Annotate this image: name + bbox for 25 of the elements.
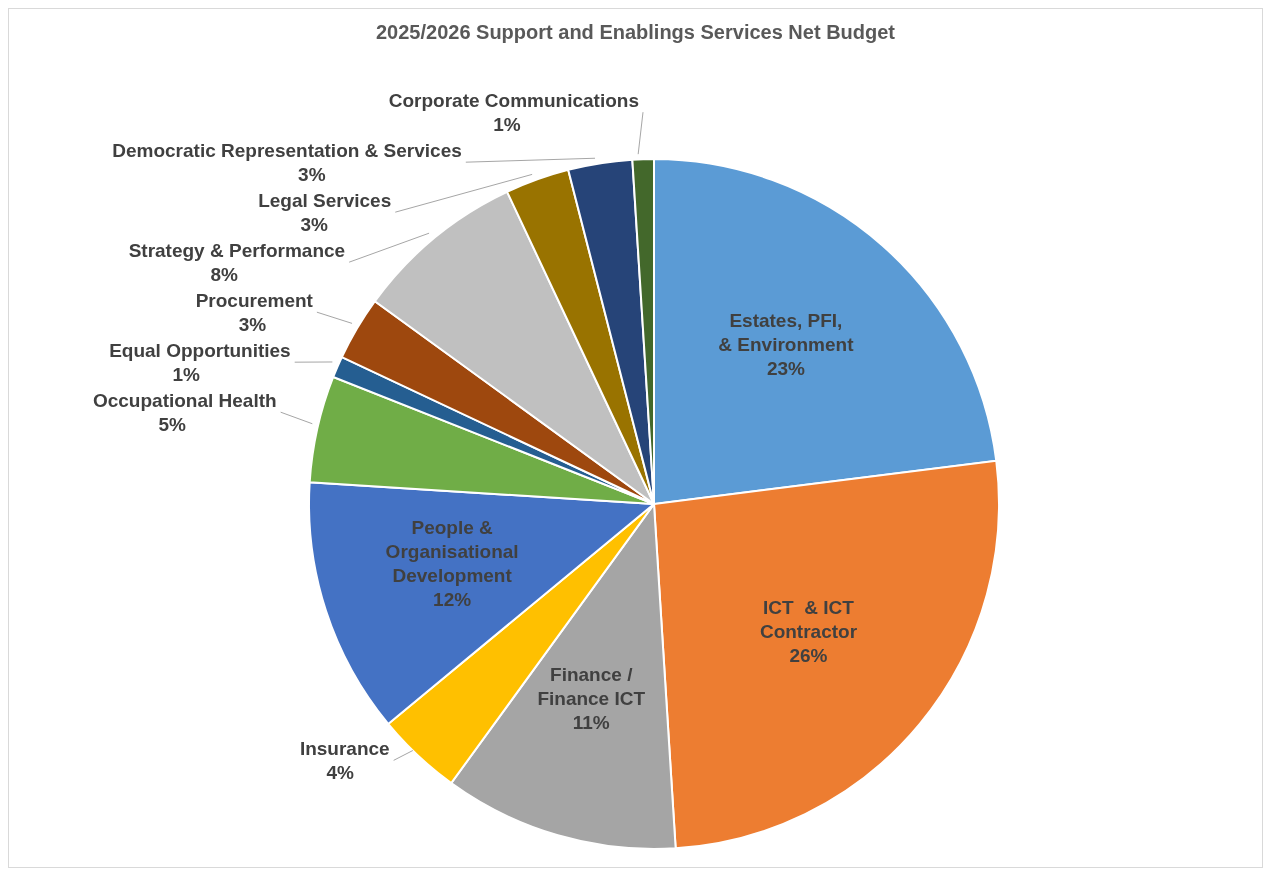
data-label: 12% <box>433 588 472 610</box>
data-label: 3% <box>298 164 326 186</box>
slice-label: Equal Opportunities <box>109 340 291 362</box>
slice-label: ICT & ICT Contractor <box>759 596 858 642</box>
slice-label: Insurance <box>299 738 390 760</box>
data-label: 1% <box>493 114 521 136</box>
data-label: 1% <box>172 364 201 386</box>
slice-label: Corporate Communications <box>388 90 639 112</box>
data-label: 23% <box>766 357 806 379</box>
chart-title: 2025/2026 Support and Enablings Services Net Budget <box>374 20 897 44</box>
slice-label: Strategy & Performance <box>128 240 346 262</box>
data-label: 3% <box>300 214 329 236</box>
slice-label: Occupational Health <box>92 390 277 412</box>
slice-label: Estates, PFI, & Environment <box>718 309 855 355</box>
data-label: 4% <box>326 762 354 784</box>
slice-label: Procurement <box>195 290 314 312</box>
slice-label: Finance / Finance ICT <box>537 663 646 709</box>
data-label: 8% <box>210 264 238 286</box>
slice-label: Legal Services <box>258 190 392 212</box>
data-label: 3% <box>238 314 267 336</box>
slice-label: People & Organisational Development <box>385 516 519 586</box>
data-label: 26% <box>789 644 828 666</box>
data-label: 11% <box>572 711 610 733</box>
data-label: 5% <box>158 414 186 436</box>
slice-label: Democratic Representation & Services <box>112 140 462 162</box>
